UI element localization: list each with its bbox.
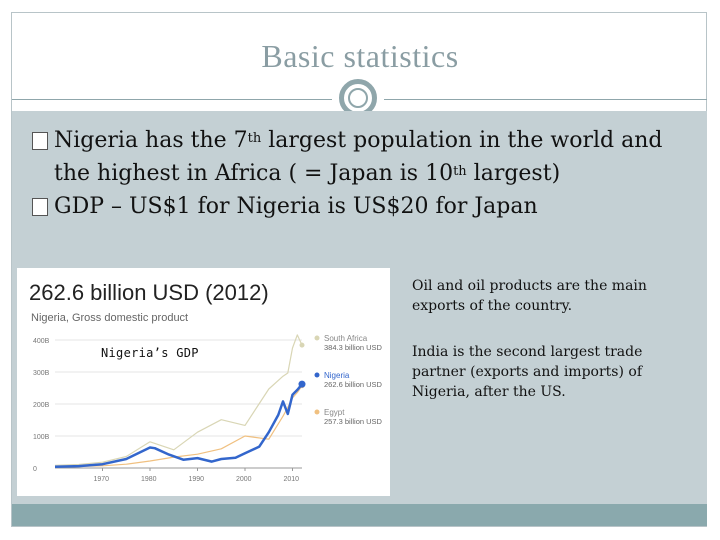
chart-subtitle: Nigeria, Gross domestic product: [31, 312, 189, 324]
x-tick-label: 2010: [284, 476, 300, 483]
slide-title: Basic statistics: [261, 38, 459, 74]
note-india: India is the second largest trade partne…: [412, 344, 643, 400]
ordinal-suffix: th: [453, 164, 467, 179]
bullet-list: Nigeria has the 7th largest population i…: [32, 124, 702, 223]
legend-series-value: 384.3 billion USD: [324, 343, 383, 352]
title-divider-right: [384, 99, 707, 100]
chart-title: 262.6 billion USD (2012): [29, 280, 269, 305]
bullet-population-text-c: largest): [466, 161, 561, 186]
y-tick-label: 400B: [33, 338, 50, 345]
circle-ornament-inner: [348, 88, 368, 108]
bullet-box-icon: [32, 198, 48, 216]
legend-dot: [314, 372, 320, 378]
legend-series-name: Nigeria: [324, 371, 350, 380]
gdp-chart-card: 400B 300B 200B 100B 0 1970 1980 1990 2000 2010 Sou…: [17, 268, 390, 496]
y-tick-label: 0: [33, 466, 37, 473]
y-tick-label: 100B: [33, 434, 50, 441]
bullet-population-text-b: largest population in the world and the …: [54, 128, 663, 186]
bullet-gdp-text: GDP – US$1 for Nigeria is US$20 for Japa…: [54, 194, 538, 219]
ordinal-suffix: th: [247, 131, 262, 146]
legend-dot: [314, 335, 320, 341]
title-divider-left: [12, 99, 332, 100]
legend-series-value: 262.6 billion USD: [324, 380, 383, 389]
chart-caption: Nigeria’s GDP: [101, 346, 199, 360]
x-tick-label: 1980: [141, 476, 157, 483]
y-tick-label: 300B: [33, 370, 50, 377]
legend-series-name: Egypt: [324, 408, 345, 417]
note-oil: Oil and oil products are the main export…: [412, 278, 647, 314]
gdp-chart: 400B 300B 200B 100B 0 1970 1980 1990 2000 2010 Sou…: [33, 334, 383, 483]
legend-dot: [314, 409, 320, 415]
series-line-south-africa: [54, 334, 303, 466]
legend-series-value: 257.3 billion USD: [324, 417, 383, 426]
series-line-nigeria: [54, 383, 303, 468]
series-line-egypt: [54, 385, 303, 468]
footer-bar: [12, 504, 707, 526]
bullet-population: Nigeria has the 7th largest population i…: [32, 124, 702, 190]
bullet-gdp: GDP – US$1 for Nigeria is US$20 for Japa…: [32, 190, 702, 223]
x-tick-label: 1990: [189, 476, 205, 483]
circle-ornament-icon: [339, 79, 377, 117]
bullet-population-text-a: Nigeria has the 7: [54, 128, 248, 153]
bullet-box-icon: [32, 132, 48, 150]
series-end-point: [298, 380, 306, 388]
x-tick-label: 1970: [94, 476, 110, 483]
x-tick-label: 2000: [236, 476, 252, 483]
legend-series-name: South Africa: [324, 334, 368, 343]
series-end-point: [299, 342, 305, 348]
y-tick-label: 200B: [33, 402, 50, 409]
